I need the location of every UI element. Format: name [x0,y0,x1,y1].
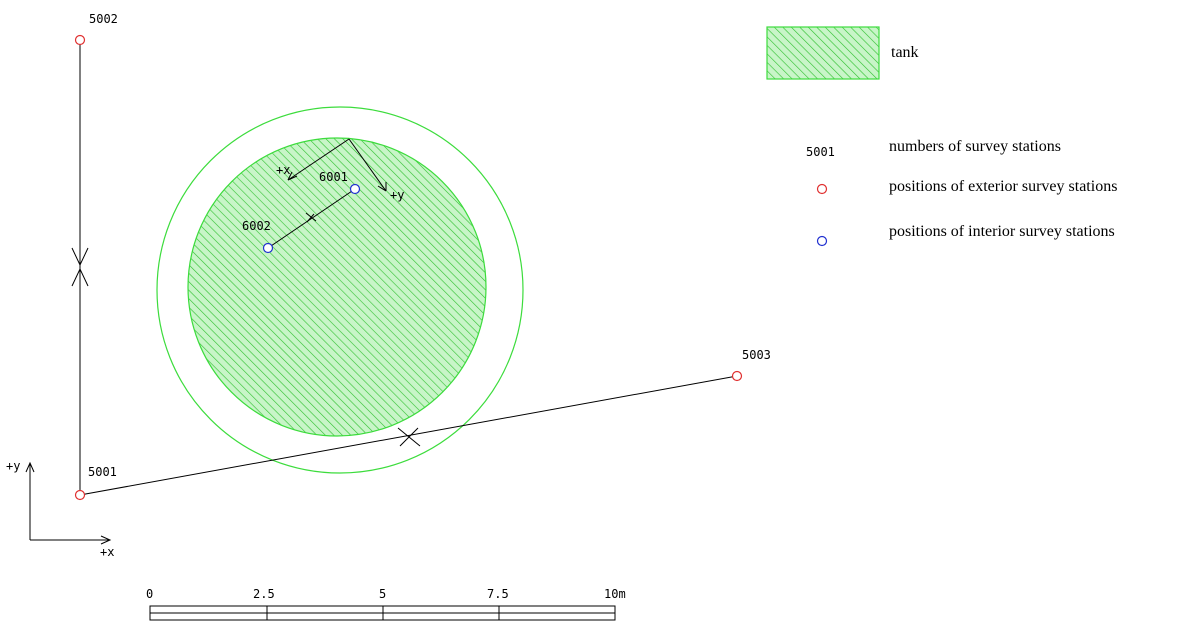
station-6002-label: 6002 [242,219,271,233]
tank-area [187,137,487,437]
crossing-mark-interior [305,212,317,223]
global-axes: +y +x [6,459,114,559]
local-y-label: +y [390,188,404,202]
legend-number-sample: 5001 [806,145,835,159]
global-x-label: +x [100,545,114,559]
legend-tank-label: tank [891,44,919,61]
scale-tick-0: 0 [146,587,153,601]
station-6002-marker [262,242,274,254]
global-y-label: +y [6,459,20,473]
legend-interior-label: positions of interior survey stations [889,223,1115,240]
scale-tick-10m: 10m [604,587,626,601]
scale-tick-2-5: 2.5 [253,587,275,601]
scale-tick-7-5: 7.5 [487,587,509,601]
station-5002-label: 5002 [89,12,118,26]
station-6001-marker [349,183,361,195]
crossing-mark-vertical [71,247,89,287]
legend-tank-swatch [766,26,880,80]
legend-numbers-label: numbers of survey stations [889,138,1061,155]
station-5003-marker [731,370,743,382]
station-5002-marker [74,34,86,46]
local-x-label: +x [276,163,290,177]
station-5003-label: 5003 [742,348,771,362]
survey-line-5001-5003 [79,375,738,496]
legend-exterior-label: positions of exterior survey stations [889,178,1117,195]
survey-line-6001-6002 [267,188,356,249]
legend: tank 5001 numbers of survey stations pos… [766,26,1117,247]
crossing-mark-diagonal [397,427,421,447]
station-5001-marker [74,489,86,501]
station-5001-label: 5001 [88,465,117,479]
station-6001-label: 6001 [319,170,348,184]
legend-interior-marker [816,235,828,247]
scale-tick-5: 5 [379,587,386,601]
legend-exterior-marker [816,183,828,195]
scale-bar: 0 2.5 5 7.5 10m [146,587,626,621]
outer-ring [156,106,524,474]
local-axes: +x +y [276,138,404,202]
